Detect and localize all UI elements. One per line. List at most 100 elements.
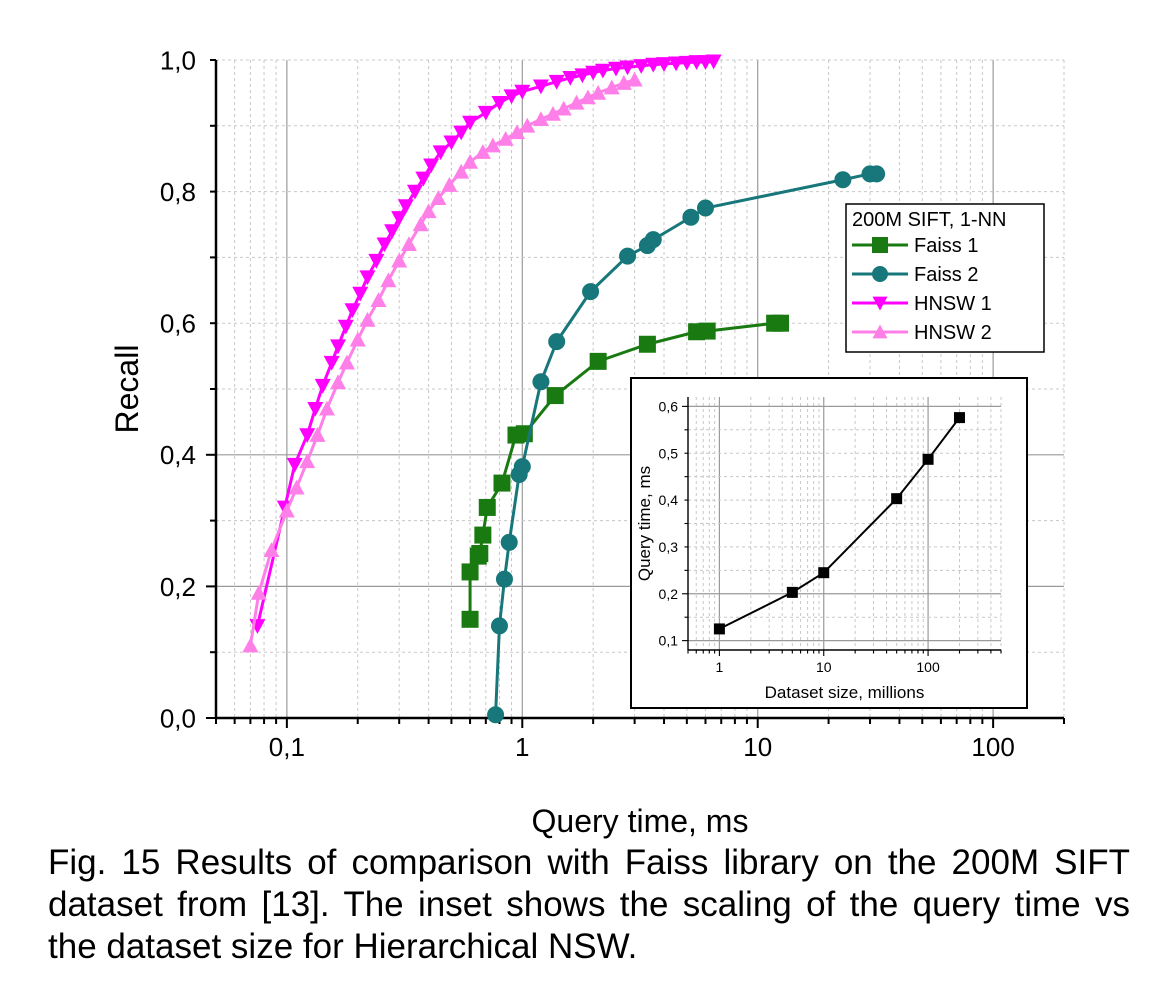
- inset-x-tick-label: 1: [716, 659, 724, 675]
- main-data-point: [548, 333, 566, 351]
- inset-data-point: [922, 453, 934, 465]
- main-data-point: [349, 331, 366, 347]
- main-data-point: [461, 563, 479, 581]
- inset-x-tick-label: 10: [816, 659, 832, 675]
- main-x-tick-label: 0,1: [269, 732, 305, 762]
- main-series-faiss-1: [461, 314, 790, 628]
- main-data-point: [370, 292, 387, 307]
- main-data-point: [834, 171, 852, 189]
- main-data-point: [500, 533, 518, 551]
- legend-label: HNSW 1: [914, 293, 992, 315]
- main-data-point: [384, 224, 401, 240]
- inset-chart: 1 10 100 0,1 0,2 0,3 0,4 0,5 0,6 Dataset size, mi…: [630, 377, 1028, 709]
- main-series-faiss-2: [487, 165, 886, 724]
- figure-caption: Fig. 15 Results of comparison with Faiss…: [48, 843, 1130, 966]
- main-data-point: [772, 314, 790, 332]
- main-data-point: [532, 111, 549, 127]
- main-data-point: [309, 427, 326, 442]
- main-data-point: [532, 79, 549, 95]
- main-data-point: [474, 526, 492, 544]
- inset-y-tick-label: 0,1: [659, 633, 679, 649]
- main-data-point: [286, 457, 303, 473]
- inset-y-tick-label: 0,2: [659, 586, 679, 602]
- main-data-point: [462, 115, 479, 131]
- main-data-point: [487, 706, 505, 724]
- inset-grid: [687, 397, 1002, 650]
- main-data-point: [568, 94, 585, 110]
- main-data-point: [314, 378, 331, 394]
- main-data-point: [453, 163, 470, 179]
- main-data-point: [415, 171, 432, 187]
- main-data-point: [585, 65, 602, 81]
- main-data-point: [307, 401, 324, 417]
- main-data-point: [400, 236, 417, 252]
- main-data-point: [477, 105, 494, 121]
- inset-y-axis-title: Query time, ms: [635, 466, 654, 581]
- main-data-point: [443, 135, 460, 151]
- legend-swatch-marker: [872, 296, 888, 311]
- main-data-point: [656, 57, 673, 72]
- main-data-point: [474, 144, 491, 159]
- main-data-point: [368, 253, 385, 269]
- main-data-point: [698, 322, 716, 340]
- main-data-point: [462, 153, 479, 169]
- inset-y-tick-label: 0,3: [659, 539, 679, 555]
- main-data-point: [513, 458, 531, 476]
- inset-data-point: [891, 493, 903, 505]
- inset-data-point: [713, 623, 725, 635]
- main-y-axis-title: Recall: [109, 345, 145, 434]
- main-data-point: [420, 203, 437, 219]
- main-data-point: [391, 211, 408, 226]
- main-data-point: [546, 387, 564, 405]
- main-data-point: [579, 89, 596, 105]
- legend-label: HNSW 2: [914, 322, 992, 344]
- main-data-point: [705, 54, 722, 70]
- main-data-point: [330, 339, 347, 355]
- main-series-hnsw-2: [242, 71, 643, 653]
- legend-title: 200M SIFT, 1-NN: [852, 209, 1006, 231]
- main-data-point: [250, 584, 267, 600]
- main-data-point: [555, 100, 572, 116]
- main-data-point: [406, 184, 423, 200]
- main-y-tick-label: 0,0: [160, 703, 196, 733]
- main-data-point: [359, 270, 376, 286]
- main-data-point: [644, 231, 662, 249]
- main-data-point: [562, 70, 579, 86]
- main-x-axis-title: Query time, ms: [532, 803, 749, 839]
- main-data-point: [590, 84, 607, 100]
- main-data-point: [503, 89, 520, 105]
- main-data-point: [493, 474, 511, 492]
- main-data-point: [574, 68, 591, 84]
- inset-data-point: [786, 586, 798, 598]
- main-data-point: [453, 125, 470, 141]
- main-data-point: [338, 354, 355, 370]
- legend-swatch-marker: [872, 237, 888, 253]
- main-data-point: [868, 165, 886, 183]
- main-data-point: [544, 105, 561, 121]
- main-x-tick-label: 1: [515, 732, 529, 762]
- inset-x-axis-title: Dataset size, millions: [765, 683, 925, 702]
- main-data-point: [461, 610, 479, 628]
- main-data-point: [532, 373, 550, 391]
- main-data-point: [509, 124, 526, 140]
- main-data-point: [582, 283, 600, 301]
- main-data-point: [330, 374, 347, 390]
- main-data-point: [495, 570, 513, 588]
- main-data-point: [594, 63, 611, 79]
- main-data-point: [352, 286, 369, 302]
- main-data-point: [337, 319, 354, 335]
- figure: 0,1 1 10 100 0,0 0,2 0,4 0,6 0,8 1,0 Query time, m…: [109, 45, 1065, 839]
- legend-label: Faiss 1: [914, 235, 978, 257]
- main-data-point: [441, 177, 458, 192]
- main-data-point: [682, 208, 700, 226]
- inset-data-point: [953, 412, 965, 424]
- main-data-point: [497, 130, 514, 146]
- main-data-point: [412, 216, 429, 232]
- main-data-point: [633, 59, 650, 74]
- inset-frame: [630, 377, 1028, 709]
- inset-y-tick-label: 0,5: [659, 445, 679, 461]
- main-data-point: [471, 545, 489, 562]
- main-data-point: [638, 335, 656, 353]
- main-data-point: [490, 617, 508, 635]
- main-data-point: [376, 237, 393, 253]
